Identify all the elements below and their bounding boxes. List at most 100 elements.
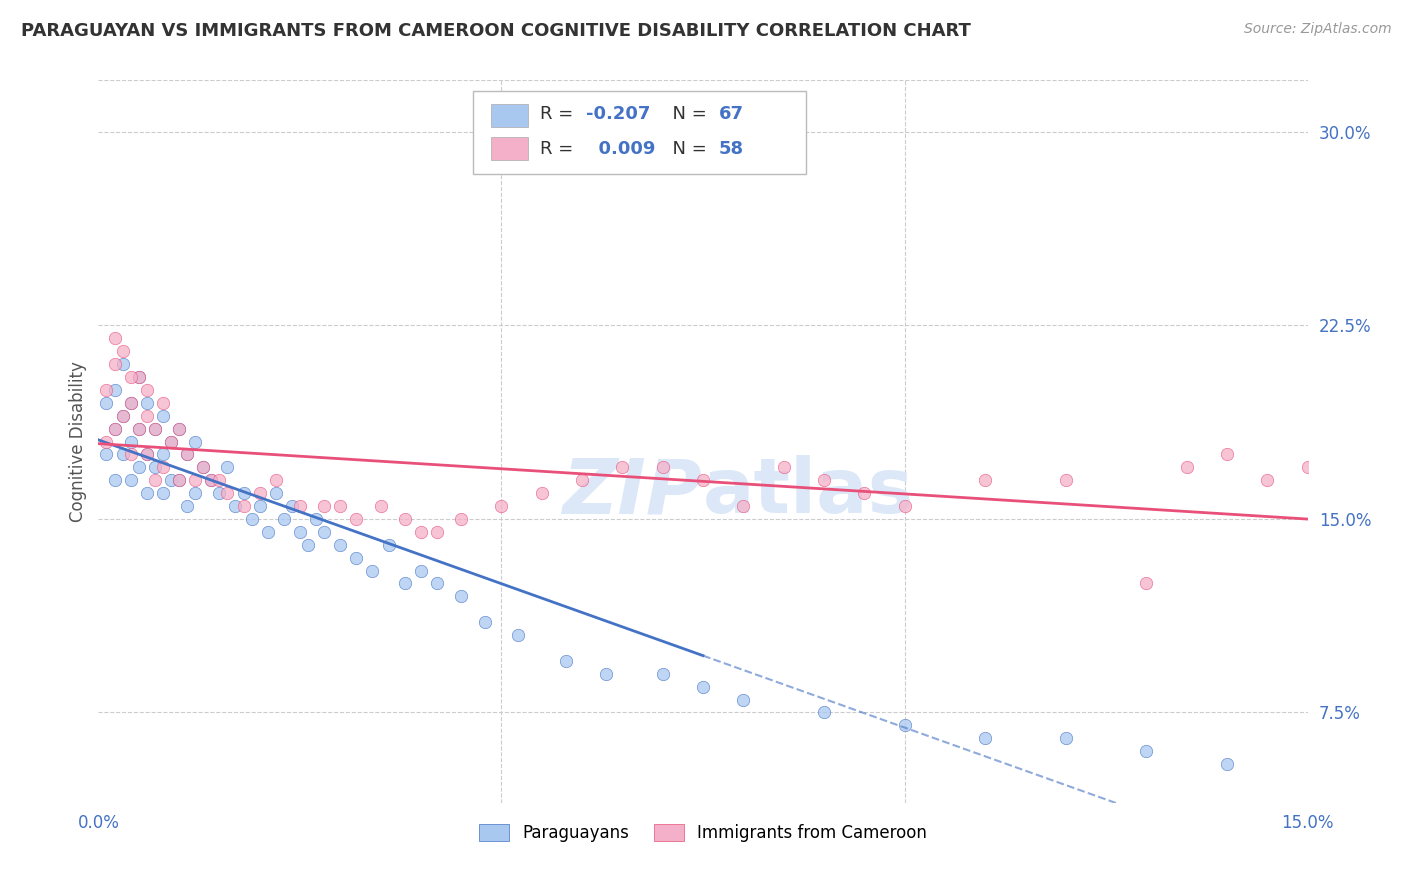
- Point: [120, 434, 142, 449]
- Point: [813, 473, 835, 487]
- Point: [111, 357, 134, 371]
- Point: [1256, 473, 1278, 487]
- Text: Source: ZipAtlas.com: Source: ZipAtlas.com: [1244, 22, 1392, 37]
- Point: [394, 512, 416, 526]
- Point: [893, 499, 915, 513]
- Point: [249, 499, 271, 513]
- Point: [974, 473, 997, 487]
- Point: [135, 447, 157, 461]
- Point: [555, 654, 578, 668]
- Point: [167, 422, 190, 436]
- Point: [152, 409, 174, 423]
- Point: [143, 422, 166, 436]
- Point: [120, 370, 142, 384]
- Point: [329, 538, 352, 552]
- Point: [692, 473, 714, 487]
- Point: [733, 692, 755, 706]
- Point: [208, 473, 231, 487]
- Bar: [492, 104, 527, 128]
- Point: [167, 473, 190, 487]
- Point: [176, 499, 198, 513]
- Point: [103, 473, 125, 487]
- Text: N =: N =: [661, 105, 713, 123]
- Point: [733, 499, 755, 513]
- Point: [893, 718, 915, 732]
- Point: [692, 680, 714, 694]
- Point: [1175, 460, 1198, 475]
- Point: [167, 422, 190, 436]
- Point: [96, 434, 118, 449]
- Point: [314, 499, 336, 513]
- Point: [288, 524, 311, 539]
- Point: [249, 486, 271, 500]
- Point: [160, 434, 183, 449]
- Point: [208, 486, 231, 500]
- Point: [329, 499, 352, 513]
- Point: [409, 524, 432, 539]
- Point: [224, 499, 246, 513]
- Text: ZIP: ZIP: [564, 455, 703, 529]
- Bar: [492, 136, 527, 160]
- Point: [217, 486, 239, 500]
- Point: [450, 512, 472, 526]
- Point: [111, 409, 134, 423]
- Point: [120, 396, 142, 410]
- Point: [450, 590, 472, 604]
- Point: [612, 460, 634, 475]
- Point: [813, 706, 835, 720]
- Point: [152, 396, 174, 410]
- Point: [128, 460, 150, 475]
- Point: [200, 473, 222, 487]
- Point: [128, 422, 150, 436]
- Point: [135, 396, 157, 410]
- Point: [281, 499, 304, 513]
- Point: [184, 473, 207, 487]
- Point: [103, 331, 125, 345]
- Point: [193, 460, 215, 475]
- Point: [474, 615, 496, 630]
- Point: [135, 409, 157, 423]
- Point: [361, 564, 384, 578]
- Point: [1054, 473, 1077, 487]
- Text: R =: R =: [540, 105, 579, 123]
- Y-axis label: Cognitive Disability: Cognitive Disability: [69, 361, 87, 522]
- Legend: Paraguayans, Immigrants from Cameroon: Paraguayans, Immigrants from Cameroon: [472, 817, 934, 848]
- Point: [394, 576, 416, 591]
- Point: [1296, 460, 1319, 475]
- Point: [135, 383, 157, 397]
- Point: [128, 370, 150, 384]
- Point: [103, 383, 125, 397]
- Point: [184, 434, 207, 449]
- Point: [143, 422, 166, 436]
- Point: [595, 666, 617, 681]
- Point: [111, 344, 134, 359]
- Point: [217, 460, 239, 475]
- Point: [135, 447, 157, 461]
- Point: [120, 447, 142, 461]
- Point: [128, 370, 150, 384]
- Point: [1135, 744, 1157, 758]
- Point: [167, 473, 190, 487]
- Point: [160, 473, 183, 487]
- Point: [772, 460, 794, 475]
- Point: [491, 499, 513, 513]
- Point: [152, 460, 174, 475]
- Point: [571, 473, 593, 487]
- Point: [152, 486, 174, 500]
- Point: [240, 512, 263, 526]
- Point: [370, 499, 392, 513]
- Point: [128, 422, 150, 436]
- Point: [96, 396, 118, 410]
- Point: [111, 409, 134, 423]
- Point: [409, 564, 432, 578]
- Point: [264, 486, 287, 500]
- Point: [176, 447, 198, 461]
- Point: [305, 512, 328, 526]
- Point: [273, 512, 295, 526]
- Point: [651, 460, 673, 475]
- Point: [426, 576, 449, 591]
- Point: [96, 447, 118, 461]
- Point: [344, 550, 367, 565]
- Point: [1216, 447, 1239, 461]
- Point: [103, 357, 125, 371]
